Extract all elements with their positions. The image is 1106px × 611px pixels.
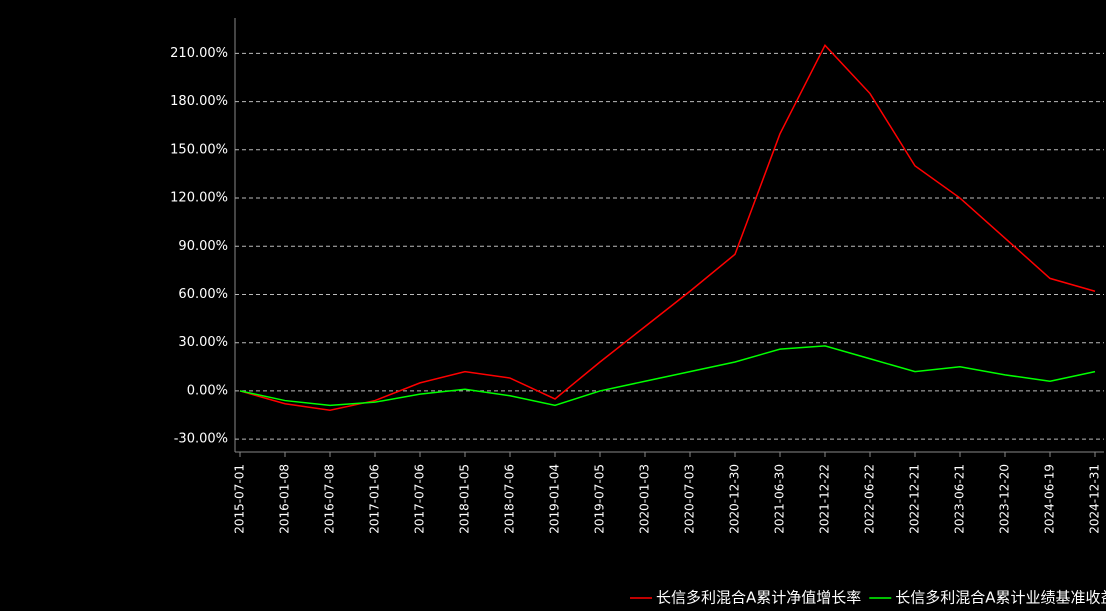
x-tick-label: 2024-12-31 (1088, 464, 1102, 534)
x-tick-label: 2018-07-06 (503, 464, 517, 534)
x-tick-label: 2016-07-08 (323, 464, 337, 534)
x-tick-label: 2022-12-21 (908, 464, 922, 534)
y-tick-label: -30.00% (174, 432, 228, 447)
legend-label: 长信多利混合A累计净值增长率 (656, 589, 861, 607)
y-tick-label: 210.00% (170, 46, 228, 61)
x-tick-label: 2023-12-20 (998, 464, 1012, 534)
x-tick-label: 2021-06-30 (773, 464, 787, 534)
x-tick-label: 2017-01-06 (368, 464, 382, 534)
y-tick-label: 30.00% (178, 335, 228, 350)
x-tick-label: 2020-12-30 (728, 464, 742, 534)
x-tick-label: 2019-07-05 (593, 464, 607, 534)
x-tick-label: 2023-06-21 (953, 464, 967, 534)
x-tick-label: 2017-07-06 (413, 464, 427, 534)
x-tick-label: 2020-01-03 (638, 464, 652, 534)
x-tick-label: 2024-06-19 (1043, 464, 1057, 534)
x-tick-label: 2022-06-22 (863, 464, 877, 534)
x-tick-label: 2018-01-05 (458, 464, 472, 534)
line-series (239, 345, 1096, 407)
y-tick-label: 0.00% (187, 383, 228, 398)
x-tick-label: 2019-01-04 (548, 464, 562, 534)
y-tick-label: 60.00% (178, 287, 228, 302)
x-tick-label: 2020-07-03 (683, 464, 697, 534)
y-tick-label: 150.00% (170, 142, 228, 157)
y-tick-label: 180.00% (170, 94, 228, 109)
x-tick-label: 2015-07-01 (233, 464, 247, 534)
x-tick-label: 2016-01-08 (278, 464, 292, 534)
y-tick-label: 90.00% (178, 239, 228, 254)
y-tick-label: 120.00% (170, 191, 228, 206)
x-tick-label: 2021-12-22 (818, 464, 832, 534)
legend-label: 长信多利混合A累计业绩基准收益率 (895, 589, 1106, 607)
line-series (239, 44, 1096, 411)
